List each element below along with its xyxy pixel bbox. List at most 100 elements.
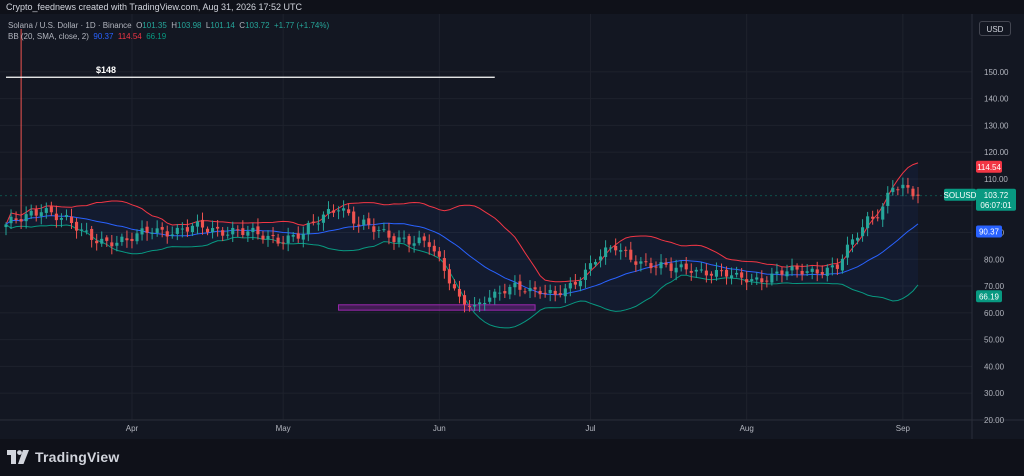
candle-body — [316, 223, 320, 225]
candle-body — [568, 283, 572, 289]
candle-body — [185, 227, 189, 232]
candle-body — [85, 230, 89, 232]
candle — [896, 186, 900, 196]
candle-body — [9, 216, 13, 224]
candle-body — [291, 234, 295, 237]
candle — [775, 263, 779, 281]
candle-body — [518, 281, 522, 290]
candle — [367, 212, 371, 230]
candle-body — [790, 266, 794, 271]
candle — [125, 230, 129, 248]
candle-body — [190, 225, 194, 233]
candle — [342, 200, 346, 218]
lower-band-tag-text: 66.19 — [979, 292, 1000, 301]
candle — [286, 227, 290, 252]
candle — [377, 226, 381, 238]
candle-body — [412, 243, 416, 246]
candle-body — [649, 263, 653, 269]
grid-lines — [0, 14, 972, 421]
candle-body — [528, 287, 532, 292]
candle-body — [14, 218, 18, 220]
candle — [719, 263, 724, 277]
candle-body — [221, 230, 225, 236]
candle — [558, 285, 562, 298]
candle — [69, 208, 74, 229]
candle — [770, 267, 774, 286]
candle-body — [730, 275, 734, 279]
y-tick-label: 110.00 — [984, 175, 1008, 184]
candle-body — [493, 291, 497, 298]
x-tick-label: May — [276, 424, 291, 433]
candle-body — [619, 250, 623, 252]
candle-body — [664, 262, 668, 265]
candle-body — [573, 281, 577, 285]
candle — [427, 234, 431, 255]
candle-body — [694, 269, 698, 272]
candle-body — [326, 208, 331, 214]
candle-body — [357, 224, 361, 226]
candle-body — [896, 189, 900, 191]
candle — [397, 230, 401, 248]
candle-body — [724, 269, 729, 277]
candle — [724, 266, 729, 285]
candle-body — [321, 214, 325, 223]
candle-body — [4, 224, 8, 228]
candle — [160, 222, 164, 238]
candle-body — [755, 277, 759, 280]
candle-body — [543, 292, 547, 294]
symbol-tag-bg — [944, 188, 976, 201]
candle — [251, 222, 255, 240]
lower-band-tag: 66.19 — [976, 290, 1002, 303]
candle — [488, 289, 492, 304]
candle-body — [276, 237, 280, 244]
candle — [246, 225, 250, 242]
tradingview-logo-icon — [7, 450, 29, 464]
candle-body — [891, 187, 895, 193]
candle — [336, 206, 341, 220]
candle — [639, 257, 643, 272]
candle-body — [266, 235, 270, 240]
candle — [362, 214, 366, 230]
resistance-label: $148 — [96, 65, 116, 75]
candle — [735, 266, 739, 278]
candle — [553, 285, 557, 302]
candle — [412, 235, 416, 253]
lower-band-tag-bg — [976, 290, 1002, 303]
candle — [195, 214, 200, 235]
candle — [790, 258, 794, 276]
candle-body — [417, 237, 421, 244]
candle-body — [180, 228, 184, 230]
currency-button[interactable]: USD — [979, 21, 1011, 36]
candle-body — [558, 293, 562, 296]
tradingview-logo[interactable]: TradingView — [7, 448, 119, 466]
candle — [467, 300, 472, 312]
symbol-legend: Solana / U.S. Dollar · 1D · Binance O101… — [8, 21, 329, 30]
candle-body — [231, 227, 235, 235]
candle — [387, 222, 391, 245]
header-caption: Crypto_feednews created with TradingView… — [6, 2, 303, 12]
close-value: 103.72 — [245, 21, 270, 30]
candle — [392, 233, 396, 250]
candle-body — [478, 302, 482, 305]
basis-tag: 90.37 — [976, 225, 1002, 238]
candle — [498, 285, 502, 301]
candle-body — [377, 230, 381, 232]
upper-band-tag-bg — [976, 160, 1002, 173]
candle — [483, 296, 487, 311]
upper-band-tag-text: 114.54 — [977, 163, 1001, 172]
candle — [9, 209, 13, 229]
candle-body — [745, 279, 749, 283]
candles — [4, 177, 920, 313]
basis-tag-text: 90.37 — [979, 228, 1000, 237]
candle-body — [674, 267, 678, 273]
candle-body — [871, 216, 875, 219]
candle-body — [780, 270, 784, 275]
candle-body — [120, 236, 124, 243]
candle — [331, 204, 336, 218]
candle — [538, 286, 542, 299]
candle — [150, 227, 154, 240]
low-label: L — [205, 21, 211, 30]
candle — [316, 216, 320, 231]
candle — [95, 233, 99, 251]
